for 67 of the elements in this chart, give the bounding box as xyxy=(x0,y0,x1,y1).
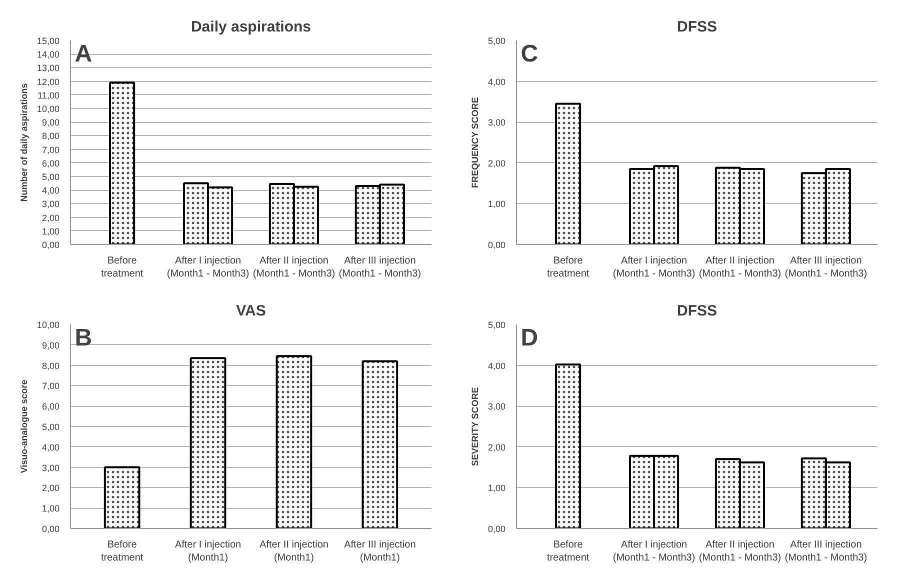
y-axis-title: Visuo-analogue score xyxy=(18,380,29,474)
y-tick-label: 2,00 xyxy=(488,158,506,168)
y-tick-label: 5,00 xyxy=(42,172,60,182)
y-tick-label: 5,00 xyxy=(488,36,506,46)
y-tick-label: 4,00 xyxy=(488,76,506,87)
y-tick-label: 1,00 xyxy=(488,483,506,494)
x-tick-label: Before treatment xyxy=(546,540,590,564)
y-tick-label: 0,00 xyxy=(488,524,506,534)
y-tick-label: 6,00 xyxy=(42,402,60,412)
chart-title: VAS xyxy=(236,302,266,320)
y-tick-label: 4,00 xyxy=(42,186,60,196)
y-tick-label: 15,00 xyxy=(36,36,60,46)
y-tick-label: 2,00 xyxy=(42,212,60,223)
x-tick-label: Before treatment xyxy=(546,256,590,280)
y-tick-label: 4,00 xyxy=(42,442,60,452)
x-tick-label: Before treatment xyxy=(100,256,144,280)
y-tick-label: 1,00 xyxy=(42,226,60,236)
y-tick-label: 1,00 xyxy=(488,199,506,210)
y-tick-label: 2,00 xyxy=(42,483,60,494)
y-tick-label: 3,00 xyxy=(42,199,60,210)
chart-title: DFSS xyxy=(677,302,718,320)
y-tick-label: 12,00 xyxy=(36,76,60,87)
x-tick-label: After II injection (Month1) xyxy=(260,540,328,564)
y-axis-title: FREQUENCY SCORE xyxy=(470,97,480,188)
y-tick-label: 0,00 xyxy=(42,524,60,534)
y-tick-label: 7,00 xyxy=(42,144,60,155)
y-tick-label: 11,00 xyxy=(38,90,60,100)
x-tick-label: After III injection (Month1 - Month3) xyxy=(338,256,422,280)
x-tick-label: After II injection (Month1 - Month3) xyxy=(698,540,782,564)
y-tick-label: 4,00 xyxy=(488,360,506,371)
x-tick-label: After III injection (Month1) xyxy=(344,540,416,564)
chart-title: DFSS xyxy=(677,18,718,36)
y-tick-label: 8,00 xyxy=(42,360,60,371)
x-tick-label: After I injection (Month1 - Month3) xyxy=(612,256,696,280)
x-tick-label: After II injection (Month1 - Month3) xyxy=(698,256,782,280)
y-tick-label: 10,00 xyxy=(36,320,60,330)
y-tick-label: 5,00 xyxy=(488,320,506,330)
x-tick-label: After III injection (Month1 - Month3) xyxy=(784,256,868,280)
y-tick-label: 5,00 xyxy=(42,422,60,432)
annotation: D xyxy=(520,324,538,352)
y-tick-label: 3,00 xyxy=(488,118,506,128)
annotation: A xyxy=(74,40,92,68)
annotation: B xyxy=(74,324,92,352)
x-tick-label: After I injection (Month1 - Month3) xyxy=(612,540,696,564)
x-tick-label: Before treatment xyxy=(100,540,144,564)
y-tick-label: 1,00 xyxy=(42,504,60,514)
y-tick-label: 3,00 xyxy=(42,462,60,473)
y-tick-label: 10,00 xyxy=(36,104,60,114)
y-axis-title: SEVERITY SCORE xyxy=(470,387,480,466)
y-tick-label: 2,00 xyxy=(488,442,506,452)
y-axis-title: Number of daily aspirations xyxy=(18,83,29,202)
x-tick-label: After I injection (Month1) xyxy=(174,540,242,564)
x-tick-label: After I injection (Month1 - Month3) xyxy=(166,256,250,280)
y-tick-label: 0,00 xyxy=(488,240,506,250)
y-tick-label: 3,00 xyxy=(488,402,506,412)
y-tick-label: 13,00 xyxy=(36,63,60,74)
y-tick-label: 0,00 xyxy=(42,240,60,250)
y-tick-label: 9,00 xyxy=(42,340,60,350)
y-tick-label: 7,00 xyxy=(42,381,60,392)
annotation: C xyxy=(520,40,538,68)
y-tick-label: 14,00 xyxy=(36,50,60,60)
x-tick-label: After II injection (Month1 - Month3) xyxy=(252,256,336,280)
chart-title: Daily aspirations xyxy=(190,18,312,36)
y-tick-label: 8,00 xyxy=(42,131,60,142)
x-tick-label: After III injection (Month1 - Month3) xyxy=(784,540,868,564)
y-tick-label: 6,00 xyxy=(42,158,60,168)
y-tick-label: 9,00 xyxy=(42,118,60,128)
